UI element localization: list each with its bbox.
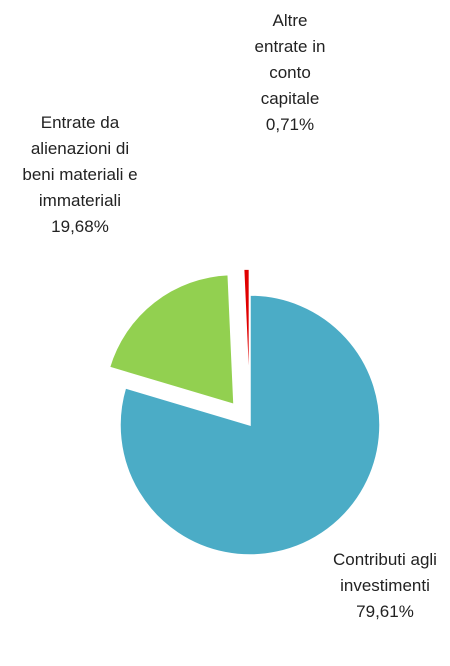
pie-slice	[108, 273, 235, 406]
category-label: Contributi agli investimenti	[333, 550, 437, 595]
slice-label: Entrate da alienazioni di beni materiali…	[21, 110, 139, 240]
pie-slice	[119, 294, 381, 556]
category-label: Entrate da alienazioni di beni materiali…	[22, 113, 138, 210]
category-label: Altre entrate in conto capitale	[254, 11, 326, 108]
pie-slice	[242, 268, 251, 400]
value-label: 19,68%	[51, 217, 109, 236]
slice-label: Altre entrate in conto capitale 0,71%	[244, 8, 336, 138]
value-label: 0,71%	[265, 115, 315, 134]
value-label: 79,61%	[356, 602, 414, 621]
slice-label: Contributi agli investimenti 79,61%	[328, 547, 443, 625]
